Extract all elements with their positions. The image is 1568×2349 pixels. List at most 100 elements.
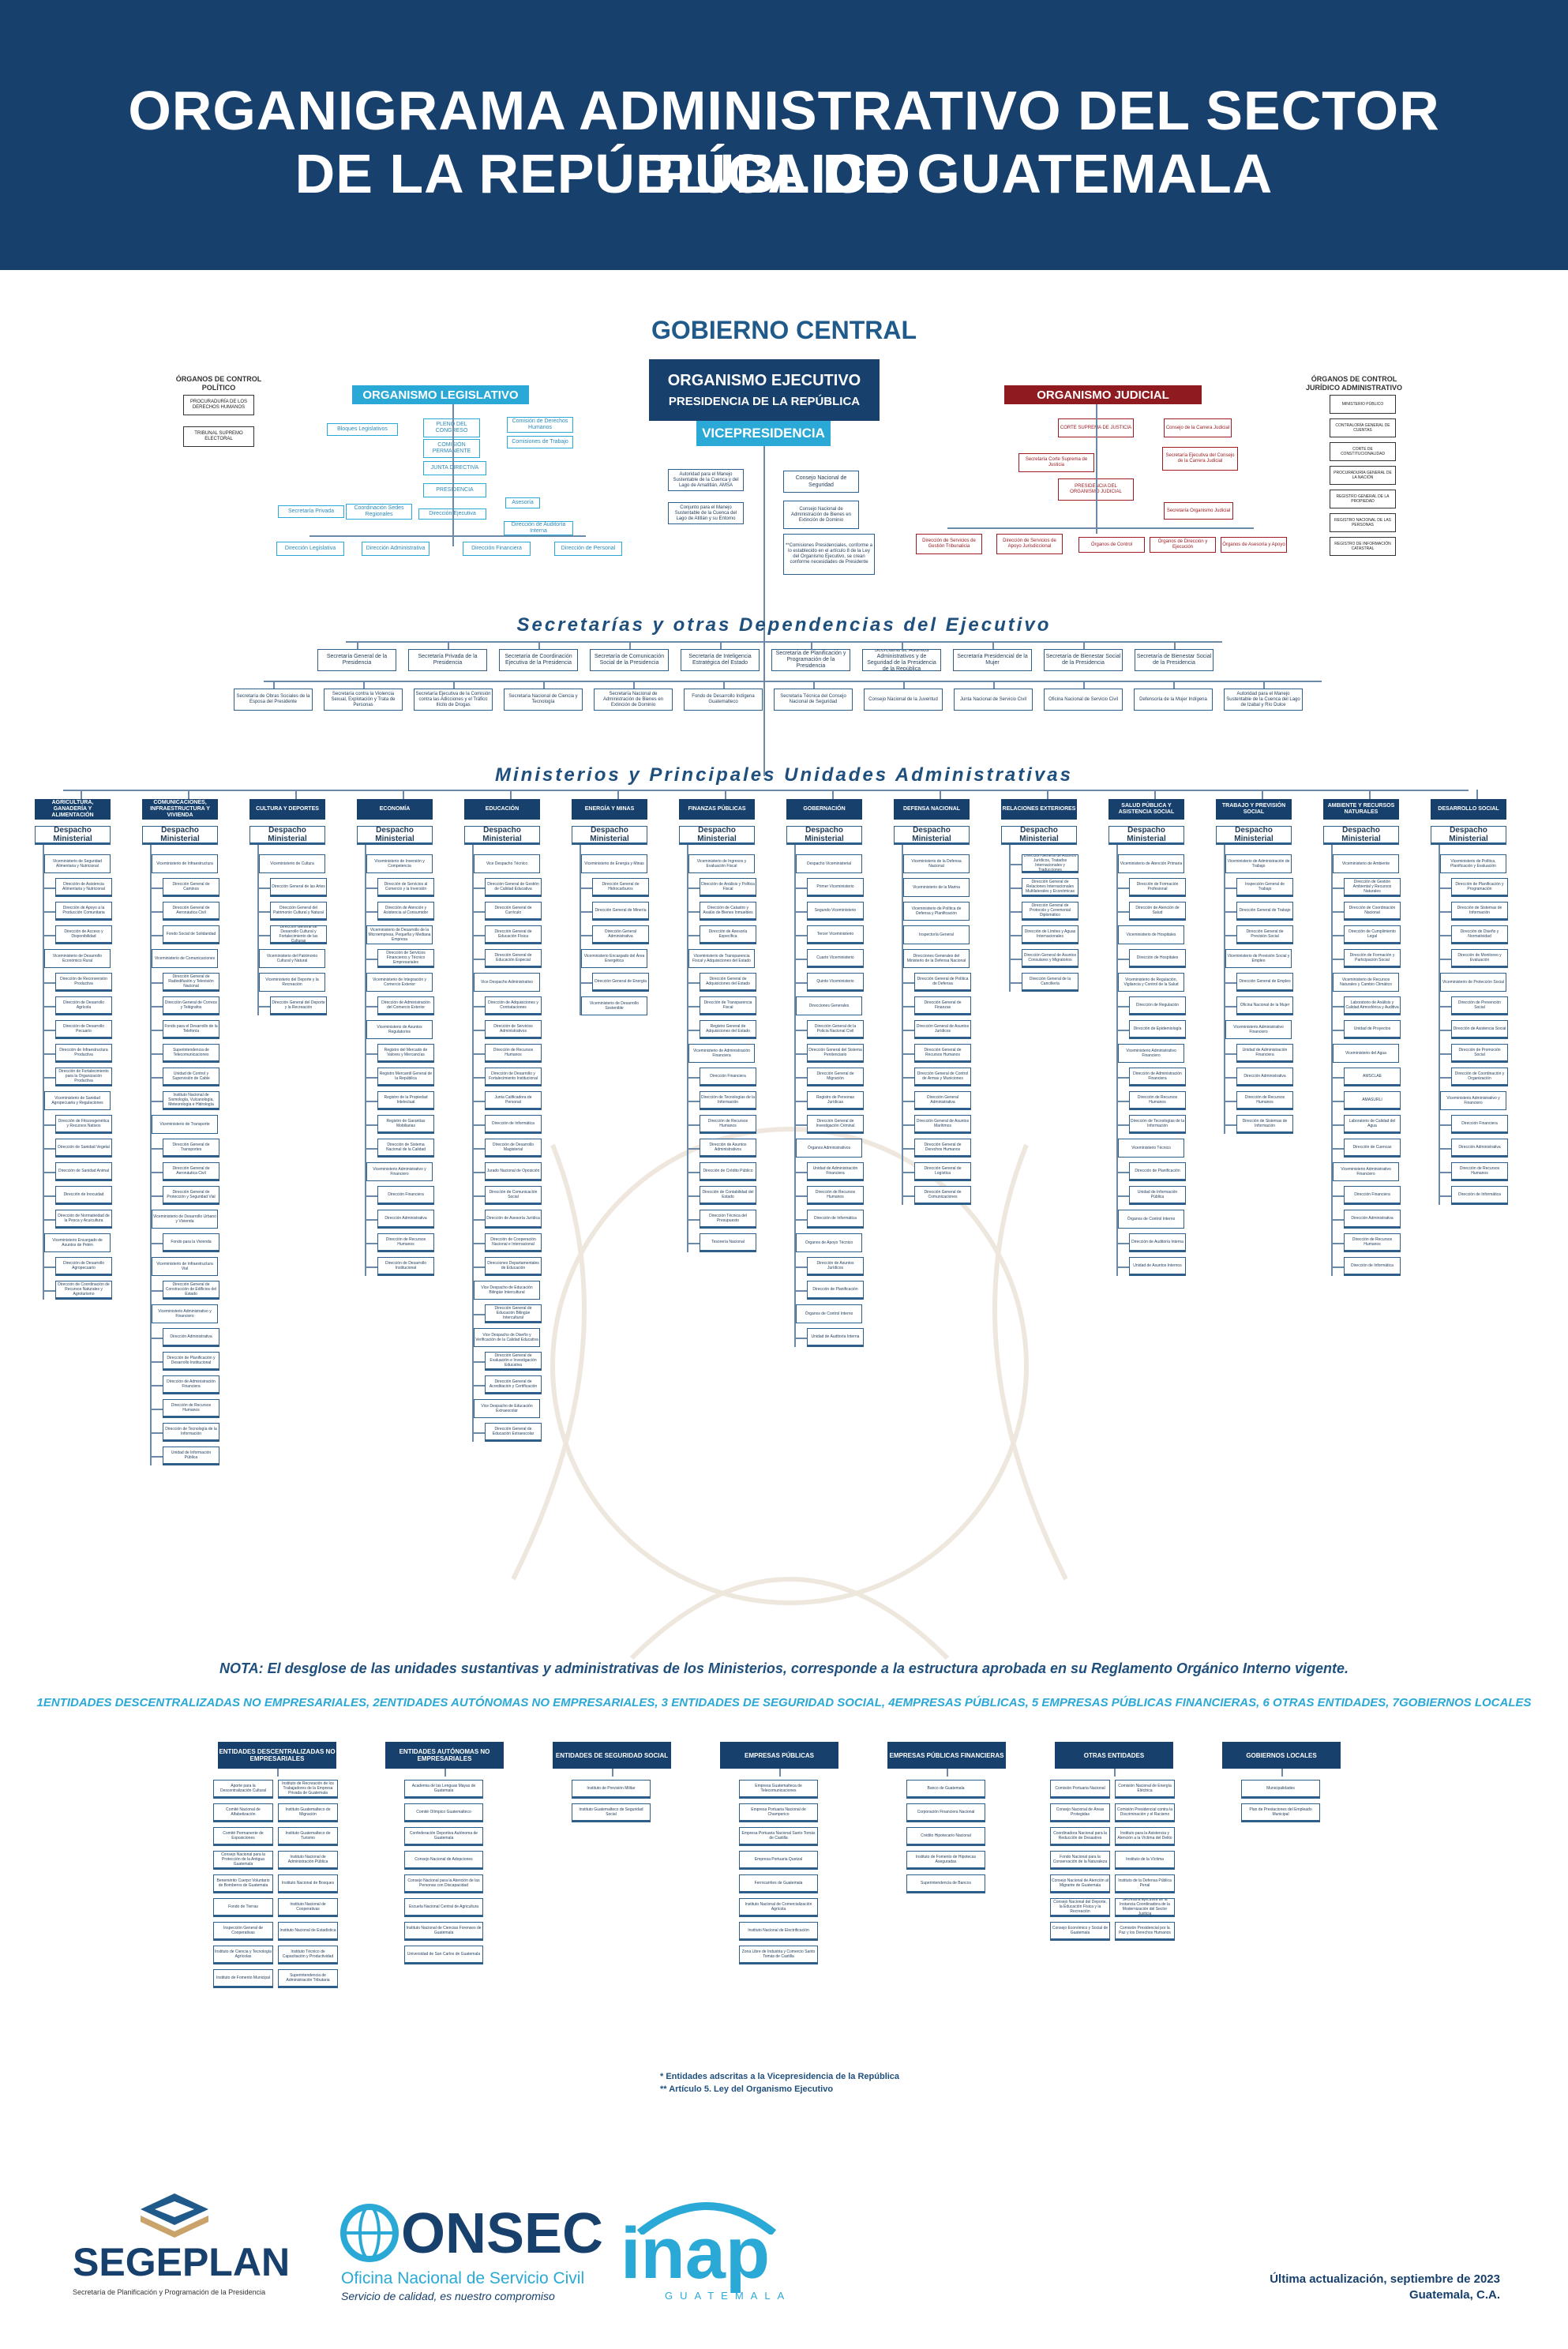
viceministerio-box: Viceministerio de Regulación, Vigilancia… xyxy=(1118,973,1184,992)
ministerio-header: ENERGÍA Y MINAS xyxy=(572,799,647,820)
viceministerio-box: Viceministerio Administrativo y Financie… xyxy=(366,1162,433,1181)
secretaria-item: Secretaría Técnica del Consejo Nacional … xyxy=(774,689,853,711)
ministerio-unit: Dirección de Atención y Asistencia al Co… xyxy=(377,902,434,921)
ministerio-unit: Dirección General de Transportes xyxy=(163,1139,219,1158)
entidad-item: Corporación Financiera Nacional xyxy=(906,1803,985,1822)
entidad-item: Comisión Presidencial contra la Discrimi… xyxy=(1115,1803,1175,1822)
ministerio-unit: Dirección de Desarrollo Agropecuario xyxy=(55,1257,112,1276)
viceministerio-box: Órganos de Control Interno xyxy=(1118,1210,1184,1229)
entidad-item: Instituto Nacional de Electrificación xyxy=(739,1922,818,1941)
ministerio-unit: Unidad de Administración Financiera xyxy=(1236,1044,1293,1063)
entidad-item: Instituto de Previsión Militar xyxy=(572,1780,651,1799)
ministerio-unit: Unidad de Asuntos Internos xyxy=(1129,1257,1186,1276)
control-juridico-item: REGISTRO DE INFORMACIÓN CATASTRAL xyxy=(1330,537,1396,556)
viceministerio-box: Viceministerio Administrativo Financiero xyxy=(1333,1162,1399,1181)
secretarias-title: Secretarías y otras Dependencias del Eje… xyxy=(516,614,1052,636)
update-line1: Última actualización, septiembre de 2023 xyxy=(1270,2272,1500,2286)
despacho-ministerial: Despacho Ministerial xyxy=(894,826,970,845)
ministerio-unit: Registro de Personas Jurídicas xyxy=(807,1091,864,1110)
entidad-item: Coordinadora Nacional para la Reducción … xyxy=(1050,1827,1110,1846)
legislativo-item: Dirección Legislativa xyxy=(276,542,344,556)
ministerio-header: AMBIENTE Y RECURSOS NATURALES xyxy=(1323,799,1399,820)
entidad-item: Universidad de San Carlos de Guatemala xyxy=(404,1946,483,1964)
viceministerio-box: Viceministerio del Agua xyxy=(1333,1044,1399,1063)
ministerio-unit: Unidad de Administración Financiera xyxy=(807,1162,864,1181)
legislativo-item: Asesoría xyxy=(505,497,540,508)
ministerio-unit: Instituto Nacional de Sismología, Vulcan… xyxy=(163,1091,219,1110)
judicial-item: Órganos de Asesoría y Apoyo xyxy=(1221,537,1287,553)
entidad-header: EMPRESAS PÚBLICAS FINANCIERAS xyxy=(887,1742,1006,1769)
ministerio-unit: Fondo para el Desarrollo de la Telefonía xyxy=(163,1020,219,1039)
ministerio-unit: Dirección de Gestión Ambiental y Recurso… xyxy=(1344,878,1401,897)
despacho-ministerial: Despacho Ministerial xyxy=(249,826,325,845)
ministerio-unit: Dirección General de Asuntos Marítimos xyxy=(914,1115,971,1134)
entidad-item: Secretaría Ejecutiva de la Instancia Coo… xyxy=(1115,1898,1175,1917)
entidad-item: Instituto Nacional de Administración Púb… xyxy=(278,1851,338,1870)
ejecutivo-right-box: Consejo Nacional de Seguridad xyxy=(783,471,859,493)
ministerio-unit: Dirección de Asesoría Específica xyxy=(700,925,756,944)
ministerio-unit: Dirección General de Caminos xyxy=(163,878,219,897)
legislativo-header: ORGANISMO LEGISLATIVO xyxy=(352,385,529,404)
gobierno-central-title: GOBIERNO CENTRAL xyxy=(651,316,917,344)
entidad-item: Consejo Nacional de Atención al Migrante… xyxy=(1050,1874,1110,1893)
ministerio-unit: Dirección de Desarrollo y Fortalecimient… xyxy=(485,1068,542,1086)
ministerio-unit: Segundo Viceministerio xyxy=(807,902,864,921)
ministerio-unit: Dirección General del Deporte y la Recre… xyxy=(270,996,327,1015)
entidad-item: Instituto Nacional de Comercialización A… xyxy=(739,1898,818,1917)
ministerio-unit: Dirección de Coordinación de Recursos Na… xyxy=(55,1281,112,1300)
ministerios-title: Ministerios y Principales Unidades Admin… xyxy=(495,764,1073,786)
ministerio-unit: Dirección Administrativa xyxy=(163,1328,219,1347)
ministerio-unit: Unidad de Auditoría Interna xyxy=(807,1328,864,1347)
viceministerio-box: Viceministerio de Política, Planificació… xyxy=(1440,854,1506,873)
entidad-item: Comité Nacional de Alfabetización xyxy=(213,1803,273,1822)
entidad-header: EMPRESAS PÚBLICAS xyxy=(720,1742,838,1769)
ministerio-unit: Dirección Financiera xyxy=(700,1068,756,1086)
entidad-item: Aporte para la Descentralización Cultura… xyxy=(213,1780,273,1799)
ejecutivo-right-box: Consejo Nacional de Administración de Bi… xyxy=(783,501,859,529)
ministerio-unit: Dirección de Prevención Social xyxy=(1451,996,1508,1015)
inap-logo: inap xyxy=(621,2213,771,2294)
secretaria-item: Junta Nacional de Servicio Civil xyxy=(954,689,1033,711)
ministerio-unit: Dirección Financiera xyxy=(1344,1186,1401,1205)
control-juridico-item: REGISTRO NACIONAL DE LAS PERSONAS xyxy=(1330,513,1396,532)
ministerio-unit: Dirección de Formación y Participación S… xyxy=(1344,949,1401,968)
ministerio-unit: Dirección de Infraestructura Productiva xyxy=(55,1044,112,1063)
viceministerio-box: Viceministerio de la Marina xyxy=(903,878,970,897)
entidad-item: Instituto Nacional de Estadística xyxy=(278,1922,338,1941)
secretaria-item: Secretaría de Comunicación Social de la … xyxy=(590,649,669,671)
legislativo-item: COMISIÓN PERMANENTE xyxy=(423,439,480,458)
entidad-item: Plan de Prestaciones del Empleado Munici… xyxy=(1241,1803,1320,1822)
viceministerio-box: Viceministerio Administrativo y Financie… xyxy=(152,1304,218,1323)
legislativo-item: Dirección Financiera xyxy=(463,542,531,556)
ministerio-unit: Dirección General de Trabajo xyxy=(1236,902,1293,921)
viceministerio-box: Viceministerio de Transparencia Fiscal y… xyxy=(688,949,755,968)
entidad-item: Instituto Técnico de Capacitación y Prod… xyxy=(278,1946,338,1964)
ministerio-header: TRABAJO Y PREVISIÓN SOCIAL xyxy=(1216,799,1292,820)
judicial-item: Secretaría Corte Suprema de Justicia xyxy=(1018,453,1094,472)
ministerio-unit: Dirección de Sistemas de Información xyxy=(1236,1115,1293,1134)
ministerio-unit: Dirección de Servicios Administrativos xyxy=(485,1020,542,1039)
header-title-line2: DE LA REPÚBLICA DE GUATEMALA xyxy=(294,143,1274,205)
control-politico-item: TRIBUNAL SUPREMO ELECTORAL xyxy=(183,426,254,447)
ministerio-unit: Dirección de Reconversión Productiva xyxy=(55,973,112,992)
entidad-item: Superintendencia de Bancos xyxy=(906,1874,985,1893)
segeplan-logo-icon xyxy=(141,2193,208,2238)
ejecutivo-header: ORGANISMO EJECUTIVO PRESIDENCIA DE LA RE… xyxy=(649,359,880,421)
ejecutivo-subtitle: PRESIDENCIA DE LA REPÚBLICA xyxy=(668,395,861,408)
ministerio-unit: Registro General de Adquisiciones del Es… xyxy=(700,1020,756,1039)
entidad-item: Instituto Nacional de Bosques xyxy=(278,1874,338,1893)
ministerio-unit: Dirección de Servicios al Comercio y la … xyxy=(377,878,434,897)
ministerio-unit: Registro del Mercado de Valores y Mercan… xyxy=(377,1044,434,1063)
ministerio-unit: Dirección de Desarrollo Magisterial xyxy=(485,1139,542,1158)
ministerio-unit: Junta Calificadora de Personal xyxy=(485,1091,542,1110)
entidad-item: Instituto para la Asistencia y Atención … xyxy=(1115,1827,1175,1846)
entidad-item: Fondo de Tierras xyxy=(213,1898,273,1917)
onsec-sub2: Servicio de calidad, es nuestro compromi… xyxy=(341,2290,555,2302)
despacho-ministerial: Despacho Ministerial xyxy=(357,826,433,845)
entidad-item: Confederación Deportiva Autónoma de Guat… xyxy=(404,1827,483,1846)
ministerio-unit: Dirección de Recursos Humanos xyxy=(1344,1233,1401,1252)
ministerio-unit: Dirección de Formación Profesional xyxy=(1129,878,1186,897)
ministerio-unit: Direcciones Departamentales de Educación xyxy=(485,1257,542,1276)
viceministerio-box: Viceministerio de Transporte xyxy=(152,1115,218,1134)
viceministerio-box: Viceministerio Administrativo Financiero xyxy=(1225,1020,1292,1039)
